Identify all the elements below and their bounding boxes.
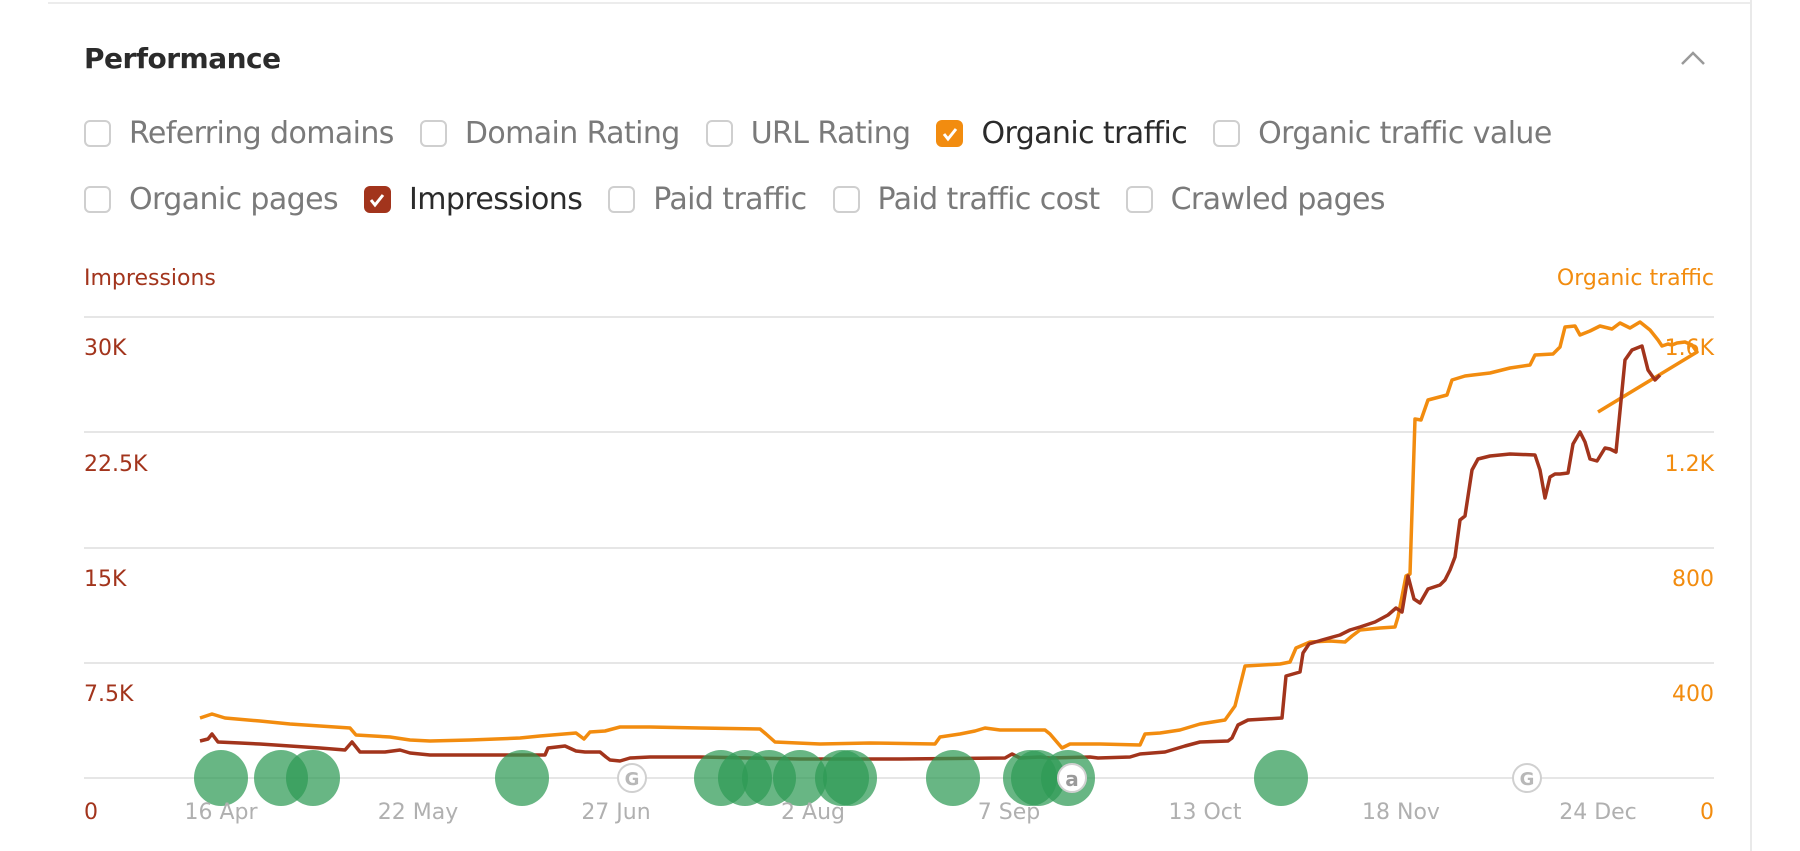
x-tick: 22 May <box>377 800 459 825</box>
x-tick: 16 Apr <box>184 800 258 825</box>
checkbox-box[interactable] <box>608 186 636 213</box>
chevron-up-icon <box>1681 51 1705 65</box>
checkbox-paid-traffic[interactable]: Paid traffic <box>608 182 807 217</box>
annotation-marker[interactable] <box>495 750 549 806</box>
left-tick: 0 <box>84 800 98 825</box>
metric-row-2: Organic pages Impressions Paid traffic P… <box>84 182 1411 217</box>
left-tick: 30K <box>84 336 127 361</box>
checkbox-paid-traffic-cost[interactable]: Paid traffic cost <box>832 182 1101 217</box>
checkbox-box[interactable] <box>832 186 860 213</box>
checkbox-box[interactable] <box>1125 186 1153 213</box>
google-update-icon[interactable]: G <box>1512 763 1542 793</box>
organic-traffic-line <box>199 320 1699 750</box>
checkbox-label: Organic traffic <box>981 116 1188 151</box>
checkbox-impressions[interactable]: Impressions <box>363 182 583 217</box>
x-tick: 24 Dec <box>1559 800 1637 825</box>
right-tick: 0 <box>1700 800 1714 825</box>
right-tick: 1.2K <box>1664 452 1714 477</box>
left-axis-title: Impressions <box>84 266 216 291</box>
left-tick: 15K <box>84 567 127 592</box>
right-axis-title: Organic traffic <box>1556 266 1714 291</box>
check-icon <box>942 127 958 141</box>
x-tick: 7 Sep <box>977 800 1041 825</box>
x-tick: 2 Aug <box>781 800 845 825</box>
annotations[interactable] <box>194 750 1308 806</box>
checkbox-organic-traffic[interactable]: Organic traffic <box>936 116 1188 151</box>
checkbox-label: Paid traffic cost <box>877 182 1101 217</box>
right-tick: 400 <box>1672 682 1714 707</box>
checkbox-domain-rating[interactable]: Domain Rating <box>419 116 680 151</box>
svg-text:G: G <box>625 769 640 790</box>
checkbox-url-rating[interactable]: URL Rating <box>705 116 911 151</box>
checkbox-box[interactable] <box>705 120 733 147</box>
checkbox-box[interactable] <box>84 186 111 213</box>
checkbox-box-checked[interactable] <box>363 186 391 213</box>
right-tick: 1.6K <box>1664 336 1714 361</box>
checkbox-organic-traffic-value[interactable]: Organic traffic value <box>1213 116 1552 151</box>
checkbox-label: Paid traffic <box>653 182 807 217</box>
checkbox-label: URL Rating <box>750 116 911 151</box>
svg-text:G: G <box>1520 769 1535 790</box>
checkbox-box-checked[interactable] <box>936 120 964 147</box>
collapse-button[interactable] <box>1678 46 1708 70</box>
checkbox-crawled-pages[interactable]: Crawled pages <box>1125 182 1386 217</box>
x-tick: 13 Oct <box>1168 800 1242 825</box>
left-tick: 22.5K <box>84 452 148 477</box>
panel-title: Performance <box>84 42 281 75</box>
svg-text:a: a <box>1065 767 1079 791</box>
checkbox-box[interactable] <box>84 120 111 147</box>
annotation-marker[interactable] <box>823 750 877 806</box>
google-update-icon[interactable]: G <box>617 763 647 793</box>
performance-panel <box>48 0 1752 851</box>
ahrefs-update-icon[interactable]: a <box>1057 763 1087 793</box>
annotation-marker[interactable] <box>194 750 248 806</box>
left-tick: 7.5K <box>84 682 134 707</box>
right-tick: 800 <box>1672 567 1714 592</box>
metric-row-1: Referring domains Domain Rating URL Rati… <box>84 116 1578 151</box>
annotation-marker[interactable] <box>773 750 827 806</box>
checkbox-label: Organic pages <box>129 182 339 217</box>
impressions-line <box>199 344 1662 763</box>
checkbox-label: Domain Rating <box>464 116 680 151</box>
x-tick: 18 Nov <box>1362 800 1440 825</box>
checkbox-label: Organic traffic value <box>1258 116 1552 151</box>
checkbox-organic-pages[interactable]: Organic pages <box>84 182 339 217</box>
check-icon <box>370 193 385 207</box>
checkbox-label: Crawled pages <box>1170 182 1386 217</box>
checkbox-box[interactable] <box>419 120 447 147</box>
checkbox-label: Referring domains <box>129 116 394 151</box>
annotation-marker[interactable] <box>286 750 340 806</box>
divider <box>48 2 1750 4</box>
checkbox-referring-domains[interactable]: Referring domains <box>84 116 394 151</box>
annotation-marker[interactable] <box>926 750 980 806</box>
checkbox-box[interactable] <box>1213 120 1241 147</box>
gridlines <box>84 316 1714 779</box>
checkbox-label: Impressions <box>408 182 583 217</box>
x-tick: 27 Jun <box>581 800 651 825</box>
annotation-marker[interactable] <box>1254 750 1308 806</box>
